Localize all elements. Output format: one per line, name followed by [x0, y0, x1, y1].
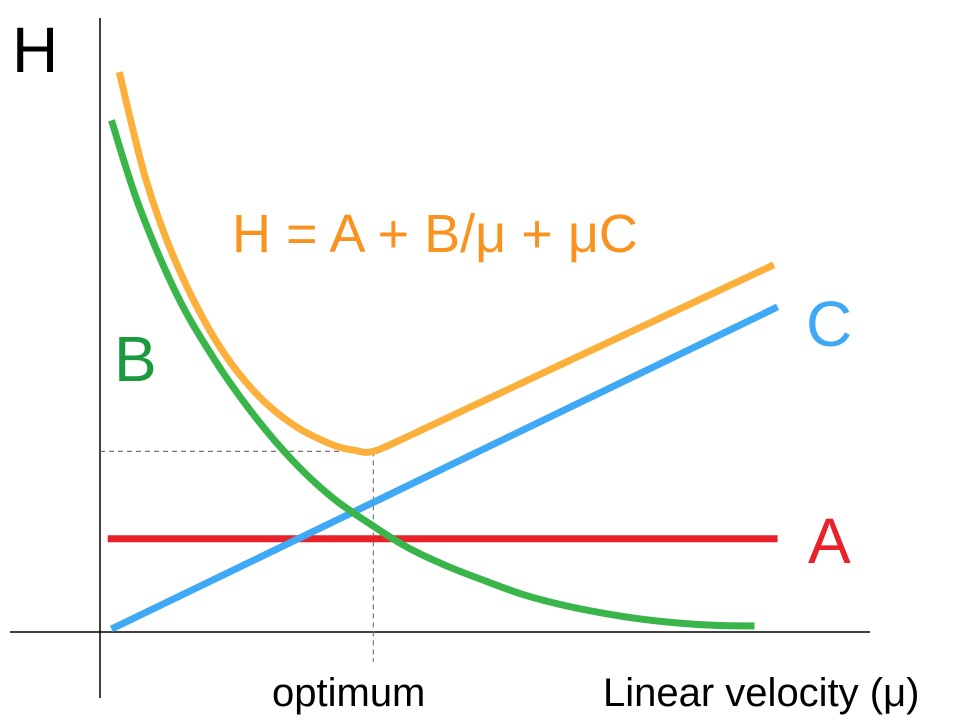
series-layer — [107, 71, 780, 633]
x-axis-label: Linear velocity (μ) — [603, 671, 919, 715]
series-line-c — [109, 303, 780, 633]
optimum-label: optimum — [272, 671, 425, 715]
series-label-c: C — [806, 288, 852, 360]
series-line-b — [108, 119, 755, 630]
y-axis-label: H — [12, 14, 58, 86]
series-label-b: B — [114, 323, 157, 395]
equation-label: H = A + B/μ + μC — [232, 204, 638, 264]
series-label-a: A — [808, 505, 851, 577]
series-line-h — [115, 71, 776, 456]
